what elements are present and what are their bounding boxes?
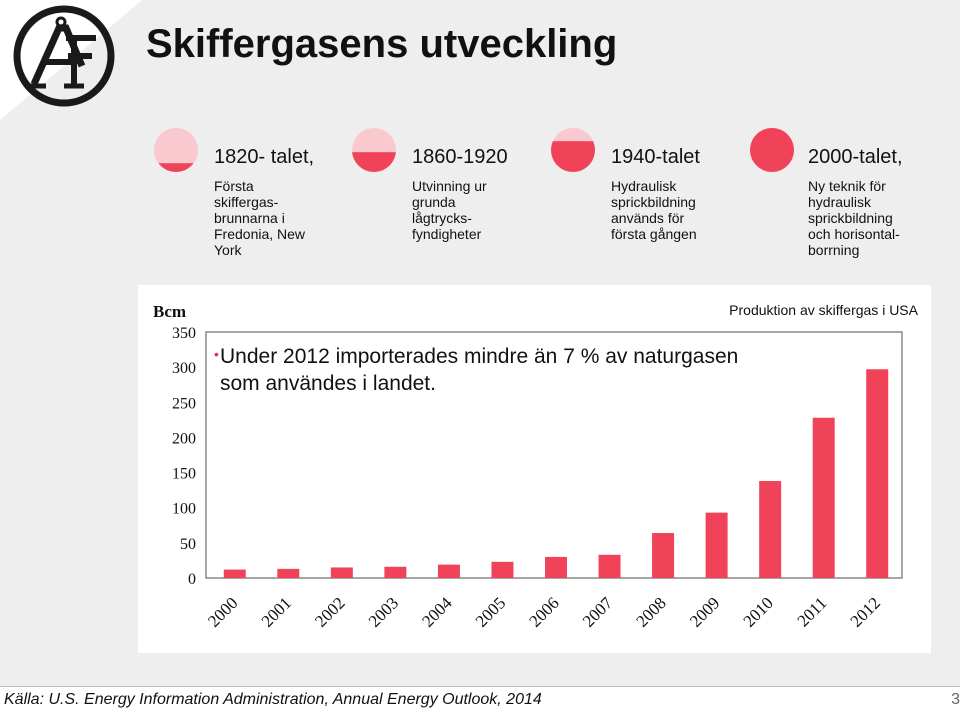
y-tick-label: 350 bbox=[172, 325, 196, 342]
bar bbox=[545, 556, 567, 578]
timeline-description: Utvinning ur grunda lågtrycks- fyndighet… bbox=[412, 178, 487, 242]
bar bbox=[437, 564, 460, 578]
footer-divider bbox=[0, 686, 960, 687]
x-tick-label: 2002 bbox=[311, 593, 348, 630]
y-tick-label: 200 bbox=[172, 430, 196, 447]
x-tick-label: 2011 bbox=[793, 593, 830, 630]
x-axis: 2000 2001 2002 2003 2004 2005 2006 2007 2008 2009… bbox=[204, 593, 884, 631]
y-tick-label: 0 bbox=[188, 571, 196, 588]
timeline-heading: 1940-talet bbox=[611, 146, 700, 168]
timeline-description: Ny teknik för hydraulisk sprickbildning … bbox=[808, 178, 900, 258]
x-tick-label: 2000 bbox=[204, 593, 241, 630]
fill-circle-icon bbox=[551, 128, 595, 172]
slide-title: Skiffergasens utveckling bbox=[146, 22, 618, 66]
bar bbox=[384, 566, 407, 578]
x-tick-label: 2012 bbox=[847, 593, 884, 630]
bar bbox=[759, 481, 782, 578]
bullet-icon: • bbox=[214, 346, 219, 362]
note-text: Under 2012 importerades mindre än 7 % av… bbox=[220, 345, 739, 395]
page-number: 3 bbox=[951, 691, 960, 708]
x-tick-label: 2004 bbox=[418, 593, 456, 631]
chart-panel bbox=[138, 285, 931, 653]
timeline-item: 1860-1920 Utvinning ur grunda lågtrycks-… bbox=[352, 126, 552, 266]
timeline-item: 1940-talet Hydraulisk sprickbildning anv… bbox=[551, 126, 751, 266]
fill-circle-icon bbox=[750, 128, 794, 172]
x-tick-label: 2007 bbox=[579, 593, 617, 631]
x-tick-label: 2006 bbox=[525, 593, 562, 630]
x-tick-label: 2003 bbox=[365, 593, 402, 630]
bar bbox=[330, 567, 353, 578]
bar bbox=[812, 417, 835, 578]
bar-chart: Produktion av skiffergas i USA Bcm 350 30… bbox=[153, 302, 919, 631]
timeline-heading: 1820- talet, bbox=[214, 146, 315, 168]
y-tick-label: 100 bbox=[172, 501, 196, 518]
bar bbox=[598, 554, 621, 578]
x-tick-label: 2005 bbox=[472, 593, 509, 630]
fill-circle-icon bbox=[352, 128, 396, 172]
bar bbox=[223, 569, 246, 578]
source-citation: Källa: U.S. Energy Information Administr… bbox=[4, 691, 542, 708]
timeline-description: Hydraulisk sprickbildning används för fö… bbox=[611, 178, 697, 242]
y-tick-label: 150 bbox=[172, 466, 196, 483]
bar bbox=[491, 561, 514, 578]
chart-title: Produktion av skiffergas i USA bbox=[729, 302, 918, 318]
logo-icon bbox=[12, 4, 116, 108]
x-tick-label: 2010 bbox=[740, 593, 777, 630]
y-tick-label: 300 bbox=[172, 360, 196, 377]
bar bbox=[705, 512, 728, 578]
bar bbox=[277, 568, 300, 578]
y-axis: 350 300 250 200 150 100 50 0 bbox=[172, 325, 196, 588]
x-tick-label: 2008 bbox=[632, 593, 669, 630]
timeline-item: 1820- talet, Första skiffergas- brunnarn… bbox=[154, 126, 354, 266]
note-text-box: • Under 2012 importerades mindre än 7 % … bbox=[214, 343, 780, 397]
y-tick-label: 250 bbox=[172, 395, 196, 412]
timeline-description: Första skiffergas- brunnarna i Fredonia,… bbox=[214, 178, 306, 258]
x-tick-label: 2009 bbox=[686, 593, 723, 630]
bars bbox=[223, 369, 889, 578]
bar bbox=[866, 369, 889, 578]
timeline-item: 2000-talet, Ny teknik för hydraulisk spr… bbox=[750, 126, 950, 266]
timeline-heading: 1860-1920 bbox=[412, 146, 508, 168]
x-tick-label: 2001 bbox=[258, 593, 295, 630]
bar bbox=[652, 533, 675, 578]
timeline-heading: 2000-talet, bbox=[808, 146, 903, 168]
y-axis-label: Bcm bbox=[153, 302, 186, 321]
fill-circle-icon bbox=[154, 128, 198, 172]
y-tick-label: 50 bbox=[180, 536, 196, 553]
